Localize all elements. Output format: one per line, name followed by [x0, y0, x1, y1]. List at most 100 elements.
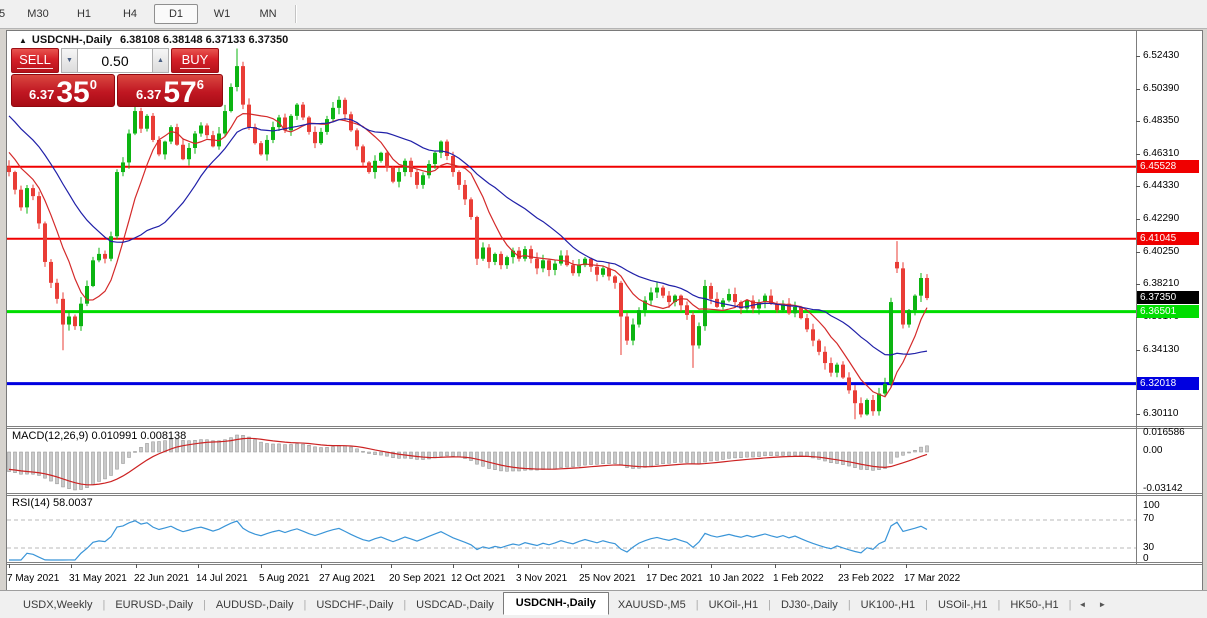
date-label: 31 May 2021 — [69, 573, 127, 584]
date-tick — [453, 564, 454, 568]
rsi-line — [9, 520, 928, 561]
date-tick — [391, 564, 392, 568]
price-chart[interactable] — [7, 31, 1136, 564]
rsi-axis-label: 30 — [1143, 542, 1155, 553]
tab-nav-right-icon[interactable]: ► — [1098, 600, 1107, 609]
tab-usdcnh-daily[interactable]: USDCNH-,Daily — [502, 592, 609, 615]
date-tick — [71, 564, 72, 568]
hlines-layer — [7, 165, 1136, 386]
price-tick-label: 6.38210 — [1143, 278, 1180, 290]
date-tick — [261, 564, 262, 568]
price-tick — [1136, 251, 1140, 253]
tab-xauusd-m5[interactable]: XAUUSD-,M5 — [617, 598, 686, 611]
tab-eurusd-daily[interactable]: EURUSD-,Daily — [115, 598, 193, 611]
sell-button-label: SELL — [17, 52, 53, 69]
spin-down-icon: ▼ — [66, 57, 73, 64]
price-line-label-6.41045: 6.41045 — [1137, 231, 1199, 245]
price-tick-label: 6.52430 — [1143, 50, 1180, 61]
timeframe-button-w1[interactable]: W1 — [213, 8, 231, 20]
tab-separator: | — [925, 598, 928, 611]
price-line-label-6.36501: 6.36501 — [1137, 304, 1199, 318]
toolbar-separator — [295, 5, 296, 23]
price-axis[interactable]: 6.52430 6.50390 6.48350 6.46310 6.44330 6.422… — [1136, 31, 1202, 590]
buy-price-big: 57 — [163, 76, 197, 109]
sell-button[interactable]: SELL — [11, 48, 59, 73]
tab-usdx-weekly[interactable]: USDX,Weekly — [23, 598, 93, 611]
date-tick — [906, 564, 907, 568]
date-label: 23 Feb 2022 — [838, 573, 895, 584]
macd-axis-label: -0.03142 — [1143, 483, 1183, 494]
tab-nav-left-icon[interactable]: ◄ — [1078, 600, 1087, 609]
tab-separator: | — [303, 598, 307, 611]
date-tick — [840, 564, 841, 568]
price-tick — [1136, 154, 1140, 156]
price-tick — [1136, 88, 1140, 90]
tab-hk50-h1[interactable]: HK50-,H1 — [1010, 598, 1059, 611]
rsi-label: RSI(14) 58.0037 — [12, 497, 93, 509]
date-tick — [775, 564, 776, 568]
sell-price-prefix: 6.37 — [29, 87, 55, 102]
date-label: 25 Nov 2021 — [579, 573, 636, 584]
date-label: 5 Aug 2021 — [259, 573, 310, 584]
timeframe-button-m30[interactable]: M30 — [27, 8, 49, 20]
price-tick-label: 6.34130 — [1143, 343, 1180, 355]
date-tick — [9, 564, 10, 568]
tab-separator: | — [768, 598, 771, 611]
price-tick-label: 6.46310 — [1143, 148, 1180, 160]
price-tick-label: 6.42290 — [1143, 212, 1180, 224]
tab-ukoil-h1[interactable]: UKOil-,H1 — [708, 598, 759, 611]
price-tick — [1136, 218, 1140, 220]
date-label: 27 Aug 2021 — [319, 573, 376, 584]
rsi-axis-label: 100 — [1143, 500, 1160, 511]
timeframe-button-h1[interactable]: H1 — [76, 8, 92, 20]
date-label: 1 Feb 2022 — [773, 573, 824, 584]
chart-window: 6.52430 6.50390 6.48350 6.46310 6.44330 6.422… — [6, 30, 1203, 591]
tab-usoil-h1[interactable]: USOil-,H1 — [937, 598, 988, 611]
date-label: 14 Jul 2021 — [196, 573, 248, 584]
price-tick — [1136, 284, 1140, 286]
tab-separator: | — [1068, 598, 1072, 611]
tab-separator: | — [202, 598, 206, 611]
one-click-trade-panel: SELL ▼ ▲ BUY 6.37 35 0 6.37 57 6 — [11, 48, 233, 109]
date-tick — [198, 564, 199, 568]
tab-audusd-daily[interactable]: AUDUSD-,Daily — [215, 598, 294, 611]
date-tick — [136, 564, 137, 568]
date-label: 17 Mar 2022 — [904, 573, 961, 584]
timeframe-button-5[interactable]: 5 — [0, 8, 6, 20]
tab-dj30-daily[interactable]: DJ30-,Daily — [780, 598, 838, 611]
panel-separator[interactable] — [7, 493, 1202, 494]
volume-decrease-button[interactable]: ▼ — [61, 48, 78, 73]
panel-separator[interactable] — [7, 562, 1202, 563]
volume-increase-button[interactable]: ▲ — [152, 48, 169, 73]
macd-axis-label: 0.00 — [1143, 445, 1163, 456]
buy-price-panel[interactable]: 6.37 57 6 — [117, 74, 223, 109]
collapse-triangle-icon[interactable]: ▲ — [19, 36, 27, 45]
date-label: 3 Nov 2021 — [516, 573, 568, 584]
sell-price-panel[interactable]: 6.37 35 0 — [11, 74, 115, 108]
volume-input[interactable] — [78, 48, 152, 73]
timeframe-button-d1[interactable]: D1 — [154, 4, 198, 24]
price-tick-label: 6.30110 — [1143, 408, 1179, 420]
buy-price-prefix: 6.37 — [136, 87, 162, 102]
macd-signal-line — [8, 437, 928, 486]
timeframe-button-mn[interactable]: MN — [259, 8, 277, 20]
date-label: 17 Dec 2021 — [646, 573, 703, 584]
buy-button[interactable]: BUY — [171, 48, 219, 73]
ohlc-values: 6.38108 6.38148 6.37133 6.37350 — [120, 34, 289, 46]
tab-usdchf-daily[interactable]: USDCHF-,Daily — [316, 598, 394, 611]
date-axis[interactable]: 7 May 2021 31 May 2021 22 Jun 2021 14 Jul 2… — [7, 564, 1136, 590]
tab-uk100-h1[interactable]: UK100-,H1 — [860, 598, 916, 611]
price-line-label-6.45528: 6.45528 — [1137, 159, 1199, 173]
tab-usdcad-daily[interactable]: USDCAD-,Daily — [416, 598, 494, 611]
panel-separator — [7, 495, 1202, 496]
price-tick — [1136, 186, 1140, 188]
tab-separator: | — [997, 598, 1001, 611]
panel-separator — [7, 564, 1202, 565]
price-tick — [1136, 56, 1140, 57]
sell-price-sup: 0 — [89, 77, 97, 92]
symbol-tab-bar: USDX,Weekly | EURUSD-,Daily | AUDUSD-,Daily |… — [0, 590, 1207, 618]
timeframe-button-h4[interactable]: H4 — [122, 8, 138, 20]
date-label: 7 May 2021 — [7, 573, 60, 584]
date-label: 22 Jun 2021 — [134, 573, 190, 584]
